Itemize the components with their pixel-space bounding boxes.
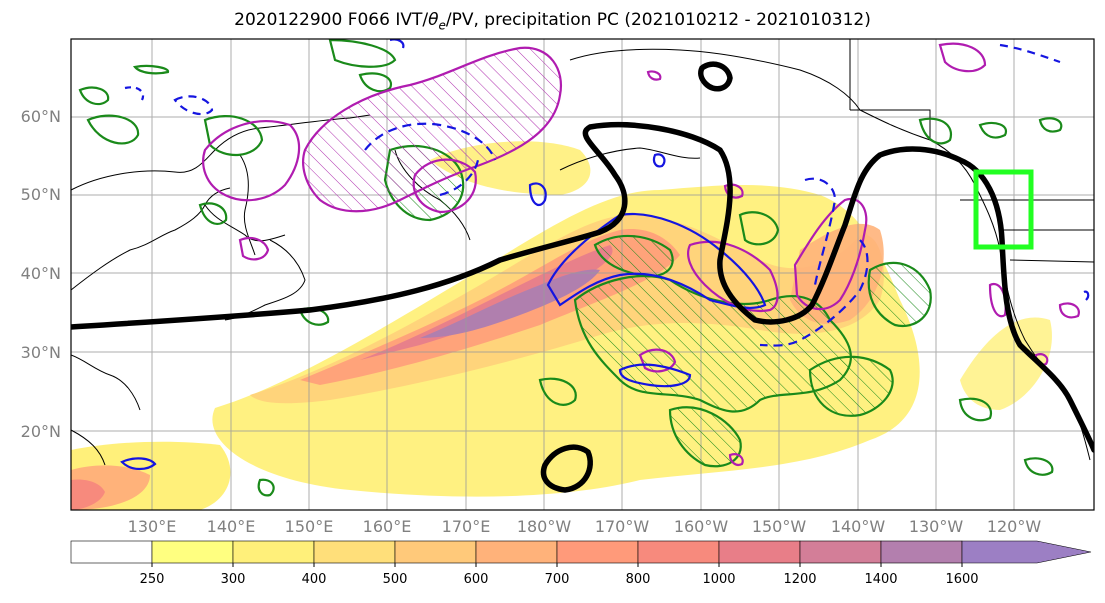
lat-label: 60°N [21, 107, 61, 126]
colorbar-tick-label: 800 [626, 572, 651, 587]
colorbar-bin [799, 540, 882, 564]
lat-label: 50°N [21, 185, 61, 204]
colorbar-bin [718, 540, 801, 564]
colorbar-tick-label: 250 [140, 572, 165, 587]
lon-label: 130°W [909, 517, 964, 536]
map-frame [70, 38, 1095, 511]
map-title: 2020122900 F066 IVT/θe/PV, precipitation… [234, 10, 871, 33]
lon-label: 150°W [752, 517, 807, 536]
colorbar-bin [880, 540, 963, 564]
colorbar-tick-label: 600 [464, 572, 489, 587]
colorbar-tick-label: 300 [221, 572, 246, 587]
colorbar-bin [232, 540, 315, 564]
lat-label: 40°N [21, 264, 61, 283]
lon-label: 170°E [442, 517, 491, 536]
colorbar-bin [961, 540, 1092, 564]
colorbar-bin [394, 540, 477, 564]
lon-label: 130°E [128, 517, 177, 536]
lon-label: 170°W [595, 517, 650, 536]
lat-label: 30°N [21, 343, 61, 362]
lon-label: 140°W [831, 517, 886, 536]
colorbar-bin [70, 540, 153, 564]
colorbar-bin [556, 540, 639, 564]
lon-label: 160°W [674, 517, 729, 536]
lon-label: 160°E [363, 517, 412, 536]
latitude-labels: 60°N 50°N 40°N 30°N 20°N [21, 107, 61, 441]
colorbar-tick-label: 1400 [864, 572, 897, 587]
colorbar-tick-label: 700 [545, 572, 570, 587]
lon-label: 140°E [207, 517, 256, 536]
colorbar-bin [151, 540, 234, 564]
colorbar-tick-label: 1000 [702, 572, 735, 587]
colorbar-bin [313, 540, 396, 564]
lon-label: 120°W [987, 517, 1042, 536]
lat-label: 20°N [21, 422, 61, 441]
target-region-box [973, 169, 1034, 250]
colorbar-bin [475, 540, 558, 564]
map-panel [71, 39, 1094, 510]
longitude-labels: 130°E 140°E 150°E 160°E 170°E 180°W 170°… [128, 517, 1042, 536]
colorbar-tick-label: 1600 [945, 572, 978, 587]
lon-label: 150°E [285, 517, 334, 536]
ivt-shading [71, 141, 1052, 510]
colorbar-tick-label: 1200 [783, 572, 816, 587]
colorbar-tick-label: 400 [302, 572, 327, 587]
colorbar-bin [637, 540, 720, 564]
pv-contours [202, 42, 1080, 466]
jet-contours [71, 61, 1094, 493]
colorbar: 250 300 400 500 600 700 800 1000 1200 1400 1600 [70, 540, 1092, 587]
colorbar-tick-label: 500 [383, 572, 408, 587]
lon-label: 180°W [517, 517, 572, 536]
precip-pc-contours [78, 39, 1063, 497]
